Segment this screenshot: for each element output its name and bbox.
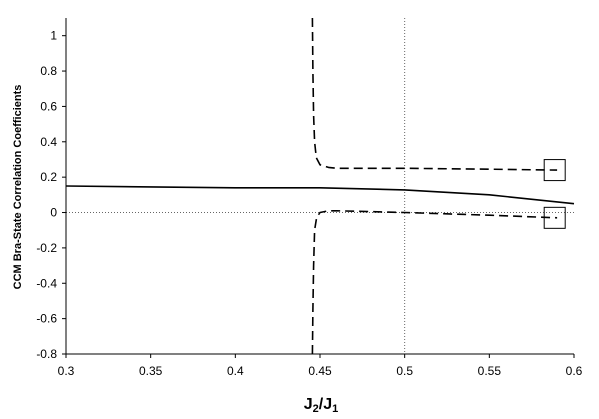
x-axis-label-sub-2: 1 bbox=[332, 403, 338, 415]
y-tick-label: -0.6 bbox=[36, 312, 57, 326]
open-square-marker-1 bbox=[543, 159, 566, 182]
y-tick-label: 0.4 bbox=[40, 135, 57, 149]
x-axis-label-main: J bbox=[304, 396, 313, 413]
y-tick-label: 0.6 bbox=[40, 99, 57, 113]
series-line-3 bbox=[311, 210, 558, 355]
y-tick-label: -0.4 bbox=[36, 276, 57, 290]
x-axis-label-sep: /J bbox=[319, 396, 332, 413]
x-tick-label: 0.4 bbox=[227, 364, 244, 378]
x-tick-label: 0.45 bbox=[308, 364, 332, 378]
series-layer bbox=[65, 17, 575, 355]
x-tick-label: 0.3 bbox=[58, 364, 75, 378]
reference-lines bbox=[66, 18, 574, 354]
x-tick-label: 0.6 bbox=[566, 364, 583, 378]
x-axis-label: J2/J1 bbox=[304, 396, 339, 415]
y-tick-label: -0.8 bbox=[36, 347, 57, 361]
x-tick-label: 0.35 bbox=[139, 364, 163, 378]
ticks: 1 0.8 0.6 0.4 0.2 0 -0.2 -0.4 -0.6 -0.80.3 0.35 0.4… bbox=[36, 29, 582, 378]
x-tick-label: 0.5 bbox=[396, 364, 413, 378]
x-axis-label-sub-1: 2 bbox=[313, 403, 319, 415]
x-tick-label: 0.55 bbox=[478, 364, 502, 378]
y-tick-label: 0.8 bbox=[40, 64, 57, 78]
y-tick-label: 0 bbox=[50, 206, 57, 220]
marker-layer bbox=[543, 159, 566, 229]
y-tick-label: 1 bbox=[50, 29, 57, 43]
y-tick-label: -0.2 bbox=[36, 241, 57, 255]
series-line-1 bbox=[65, 185, 575, 205]
series-line-2 bbox=[311, 17, 558, 171]
axes bbox=[65, 18, 574, 355]
y-tick-label: 0.2 bbox=[40, 170, 57, 184]
open-square-marker-2 bbox=[543, 206, 566, 229]
y-axis-label: CCM Bra-State Correlation Coefficients bbox=[12, 85, 24, 290]
